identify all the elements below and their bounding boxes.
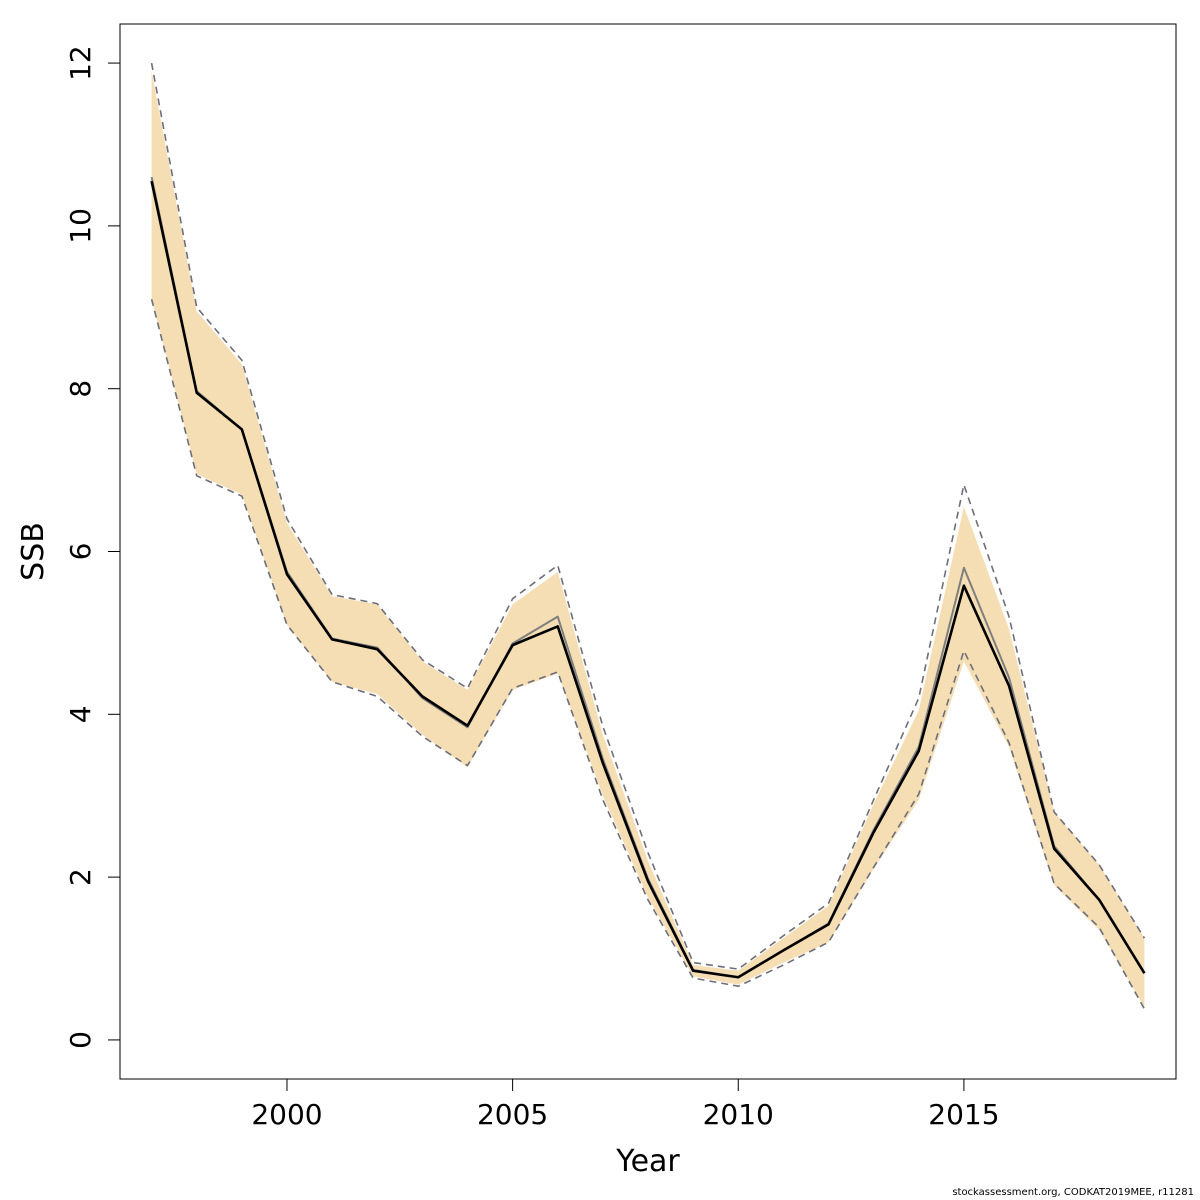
y-tick-label: 12 (64, 45, 97, 81)
confidence-band (151, 71, 1145, 1008)
y-axis-title: SSB (16, 522, 51, 581)
y-tick-label: 6 (64, 543, 97, 561)
y-tick-label: 4 (64, 705, 97, 723)
x-axis: 2000 2005 2010 2015 (251, 1079, 1000, 1131)
y-tick-label: 0 (64, 1031, 97, 1049)
lower-dashed-bound-line (150, 298, 1146, 1010)
y-tick-label: 2 (64, 868, 97, 886)
x-tick-label: 2005 (477, 1098, 548, 1131)
y-tick-label: 8 (64, 380, 97, 398)
y-axis: 0 2 4 6 8 10 12 (64, 45, 120, 1049)
x-axis-title: Year (615, 1144, 680, 1179)
x-tick-label: 2010 (703, 1098, 774, 1131)
footer-credit: stockassessment.org, CODKAT2019MEE, r112… (952, 1187, 1194, 1198)
upper-dashed-bound-line (150, 62, 1146, 970)
series-lines-layer (150, 62, 1146, 1010)
x-tick-label: 2015 (928, 1098, 999, 1131)
main-estimate-line (150, 180, 1146, 979)
y-tick-label: 10 (64, 208, 97, 244)
x-tick-label: 2000 (251, 1098, 322, 1131)
confidence-band-layer (151, 71, 1145, 1008)
